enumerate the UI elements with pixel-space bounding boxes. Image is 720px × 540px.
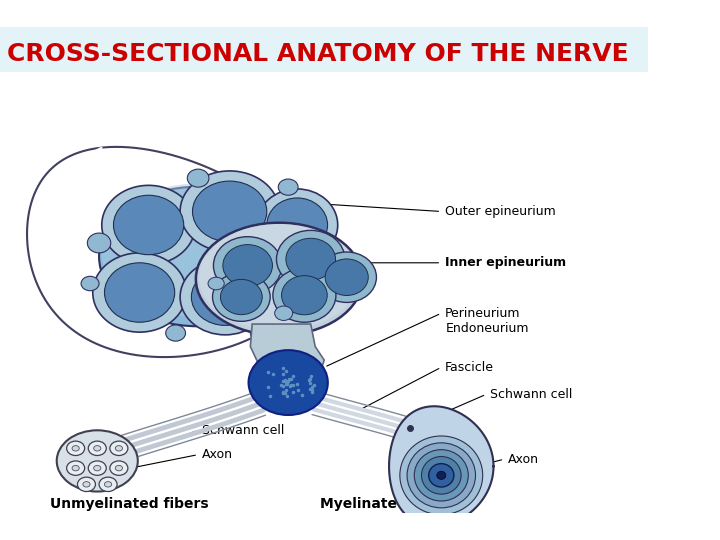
Ellipse shape [317, 252, 377, 302]
Ellipse shape [286, 238, 336, 280]
Text: Fascicle: Fascicle [445, 361, 494, 374]
Text: Inner epineurium: Inner epineurium [445, 256, 566, 269]
Ellipse shape [67, 441, 85, 456]
Ellipse shape [274, 306, 293, 320]
Text: CROSS-SECTIONAL ANATOMY OF THE NERVE: CROSS-SECTIONAL ANATOMY OF THE NERVE [7, 42, 629, 66]
Ellipse shape [104, 263, 175, 322]
Ellipse shape [282, 275, 328, 315]
Ellipse shape [276, 231, 345, 288]
Text: Myelinated fiber: Myelinated fiber [320, 497, 449, 511]
Ellipse shape [94, 446, 101, 451]
Ellipse shape [93, 253, 186, 332]
Ellipse shape [437, 471, 446, 480]
Ellipse shape [87, 233, 111, 253]
Ellipse shape [99, 477, 117, 491]
Ellipse shape [407, 443, 475, 508]
Ellipse shape [428, 464, 454, 487]
Ellipse shape [89, 441, 107, 456]
Ellipse shape [192, 268, 259, 326]
Ellipse shape [421, 456, 461, 494]
Ellipse shape [256, 189, 338, 261]
Text: Unmyelinated fibers: Unmyelinated fibers [50, 497, 208, 511]
Ellipse shape [199, 224, 359, 330]
Ellipse shape [110, 441, 128, 456]
Ellipse shape [180, 259, 270, 335]
Ellipse shape [251, 324, 272, 342]
Ellipse shape [83, 482, 90, 487]
Ellipse shape [101, 184, 295, 317]
Ellipse shape [196, 222, 362, 335]
Ellipse shape [72, 465, 79, 471]
Ellipse shape [72, 446, 79, 451]
Ellipse shape [213, 237, 282, 294]
Ellipse shape [99, 187, 297, 326]
Ellipse shape [212, 273, 270, 321]
Text: Axon: Axon [508, 453, 539, 465]
Ellipse shape [192, 181, 267, 242]
Ellipse shape [295, 247, 317, 266]
Ellipse shape [414, 450, 468, 501]
Text: Outer epineurium: Outer epineurium [445, 205, 556, 218]
Ellipse shape [187, 169, 209, 187]
Ellipse shape [273, 268, 336, 322]
Ellipse shape [110, 461, 128, 475]
Polygon shape [27, 147, 306, 357]
Ellipse shape [400, 436, 482, 515]
Ellipse shape [180, 171, 279, 252]
Ellipse shape [94, 465, 101, 471]
Ellipse shape [325, 259, 368, 295]
Ellipse shape [104, 482, 112, 487]
Polygon shape [251, 324, 324, 378]
Ellipse shape [81, 276, 99, 291]
Ellipse shape [67, 461, 85, 475]
FancyBboxPatch shape [0, 27, 649, 72]
Ellipse shape [267, 198, 328, 252]
Ellipse shape [248, 350, 328, 415]
Text: Endoneurium: Endoneurium [446, 322, 529, 335]
Ellipse shape [57, 430, 138, 491]
Polygon shape [389, 406, 493, 526]
Text: Schwann cell: Schwann cell [202, 424, 284, 437]
Ellipse shape [223, 245, 272, 286]
Ellipse shape [89, 461, 107, 475]
Ellipse shape [115, 465, 122, 471]
Text: Perineurium: Perineurium [445, 307, 521, 320]
Ellipse shape [114, 195, 184, 255]
Ellipse shape [166, 325, 186, 341]
Polygon shape [68, 147, 102, 276]
Ellipse shape [78, 477, 96, 491]
Ellipse shape [208, 277, 224, 290]
Ellipse shape [115, 446, 122, 451]
Ellipse shape [102, 185, 195, 265]
Text: Axon: Axon [202, 448, 233, 461]
Ellipse shape [220, 279, 262, 315]
Text: Schwann cell: Schwann cell [490, 388, 572, 401]
Ellipse shape [278, 179, 298, 195]
